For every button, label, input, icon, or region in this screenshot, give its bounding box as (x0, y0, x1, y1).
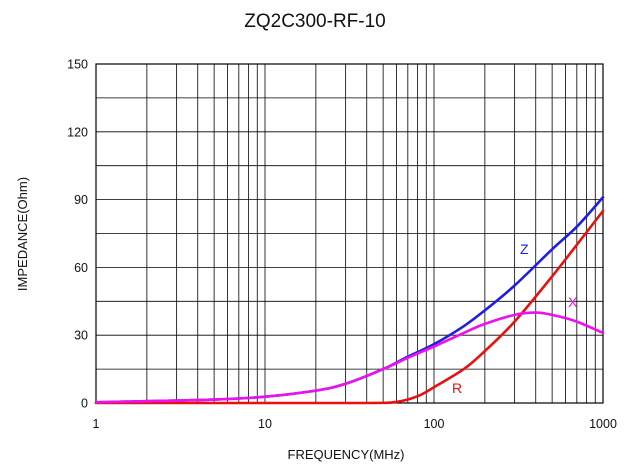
series-line-z (94, 196, 605, 404)
tick-labels: 1 10 100 1000 0 30 60 90 120 150 (67, 58, 617, 432)
series-line-r (94, 209, 605, 405)
series-lines (94, 196, 605, 405)
series-label-x: X (568, 294, 578, 310)
series-line-x (94, 311, 605, 404)
x-tick-label: 100 (424, 417, 445, 431)
x-tick-label: 10 (258, 417, 272, 431)
x-tick-label: 1 (93, 417, 100, 431)
y-tick-label: 30 (74, 329, 88, 343)
series-label-r: R (452, 380, 462, 396)
series-labels: Z R X (452, 241, 578, 396)
x-tick-label: 1000 (589, 417, 617, 431)
y-tick-label: 0 (81, 397, 88, 411)
chart-title: ZQ2C300-RF-10 (244, 11, 386, 32)
y-tick-label: 90 (74, 193, 88, 207)
y-axis-label: IMPEDANCE(Ohm) (15, 177, 30, 291)
grid (96, 64, 603, 403)
y-tick-label: 120 (67, 125, 88, 139)
y-tick-label: 150 (67, 58, 88, 72)
series-label-z: Z (520, 241, 529, 257)
y-tick-label: 60 (74, 261, 88, 275)
x-axis-label: FREQUENCY(MHz) (288, 447, 405, 462)
